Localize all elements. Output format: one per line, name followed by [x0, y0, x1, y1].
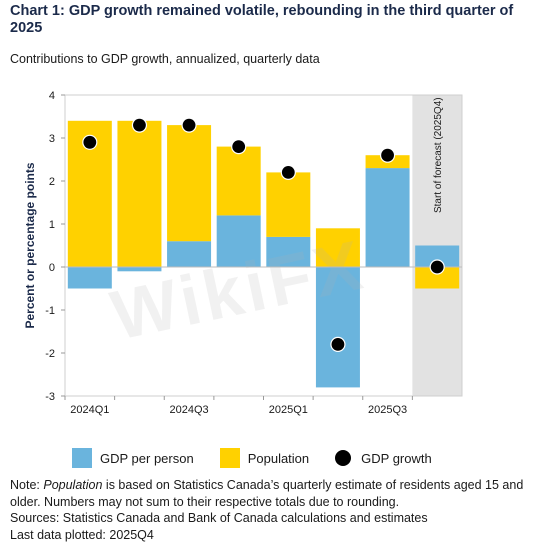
x-tick-label: 2025Q3	[368, 404, 407, 416]
y-tick-label: -3	[45, 391, 55, 403]
bar-gdp-per-person-2024Q2	[117, 267, 162, 272]
point-gdp-growth-2024Q2	[131, 117, 148, 133]
legend-swatch-gdp-per-person	[72, 448, 92, 468]
y-tick-label: 1	[49, 219, 55, 231]
x-tick-label: 2024Q3	[169, 404, 208, 416]
bar-gdp-per-person-2024Q3	[167, 241, 212, 267]
note-italic: Population	[43, 478, 103, 492]
chart-subtitle: Contributions to GDP growth, annualized,…	[10, 52, 320, 66]
note-rest: is based on Statistics Canada’s quarterl…	[10, 478, 524, 509]
bar-gdp-per-person-2025Q3	[365, 168, 410, 267]
legend-swatch-population	[219, 448, 240, 468]
gdp-chart: -3 -2 -1 0 1 2 3 4 Percent or percentage points 2…	[23, 90, 463, 416]
forecast-label: Start of forecast (2025Q4)	[433, 97, 444, 213]
bar-population-2025Q2	[315, 228, 360, 267]
legend-label-gdp-growth: GDP growth	[361, 450, 432, 466]
point-gdp-growth-2024Q4	[231, 138, 247, 155]
point-gdp-growth-2025Q4	[429, 259, 445, 275]
legend-label-gdp-per-person: GDP per person	[100, 450, 194, 466]
legend-item-population: Population	[219, 448, 310, 468]
bar-population-2025Q1	[266, 172, 311, 237]
legend-label-population: Population	[247, 450, 310, 466]
point-gdp-growth-2024Q1	[82, 134, 98, 150]
x-tick-label: 2025Q1	[269, 404, 308, 416]
legend-item-gdp-growth: GDP growth	[335, 450, 432, 466]
chart-title: Chart 1: GDP growth remained volatile, r…	[10, 3, 514, 36]
y-tick-label: -1	[45, 305, 55, 317]
chart-notes: Note: Population is based on Statistics …	[10, 477, 538, 543]
bar-gdp-per-person-2024Q4	[216, 215, 261, 267]
y-tick-label: 3	[49, 133, 55, 145]
bar-population-2024Q2	[117, 120, 162, 267]
y-tick-label: 4	[49, 90, 55, 102]
note-prefix: Note:	[10, 478, 44, 492]
bar-population-2025Q4	[415, 267, 460, 289]
y-tick-label: 2	[49, 176, 55, 188]
y-tick-label: -2	[45, 348, 55, 360]
y-tick-label: 0	[49, 262, 55, 274]
note-text: Note: Population is based on Statistics …	[10, 477, 538, 510]
sources-text: Sources: Statistics Canada and Bank of C…	[10, 511, 428, 525]
point-gdp-growth-2025Q1	[280, 164, 296, 181]
bar-gdp-per-person-2025Q1	[266, 236, 311, 267]
x-tick-label: 2024Q1	[70, 404, 109, 416]
bar-gdp-per-person-2024Q1	[67, 267, 112, 289]
legend-dot-gdp-growth	[335, 450, 352, 466]
legend-item-gdp-per-person: GDP per person	[72, 448, 194, 468]
point-gdp-growth-2025Q3	[379, 147, 396, 163]
bar-population-2024Q3	[167, 125, 212, 242]
last-data-text: Last data plotted: 2025Q4	[10, 527, 154, 542]
point-gdp-growth-2024Q3	[181, 117, 197, 133]
bar-gdp-per-person-2025Q4	[415, 245, 460, 267]
bar-population-2024Q4	[216, 146, 261, 216]
point-gdp-growth-2025Q2	[330, 336, 346, 352]
y-axis-label: Percent or percentage points	[23, 162, 37, 328]
chart-legend: GDP per person Population GDP growth	[72, 446, 458, 470]
bar-gdp-per-person-2025Q2	[315, 267, 360, 388]
